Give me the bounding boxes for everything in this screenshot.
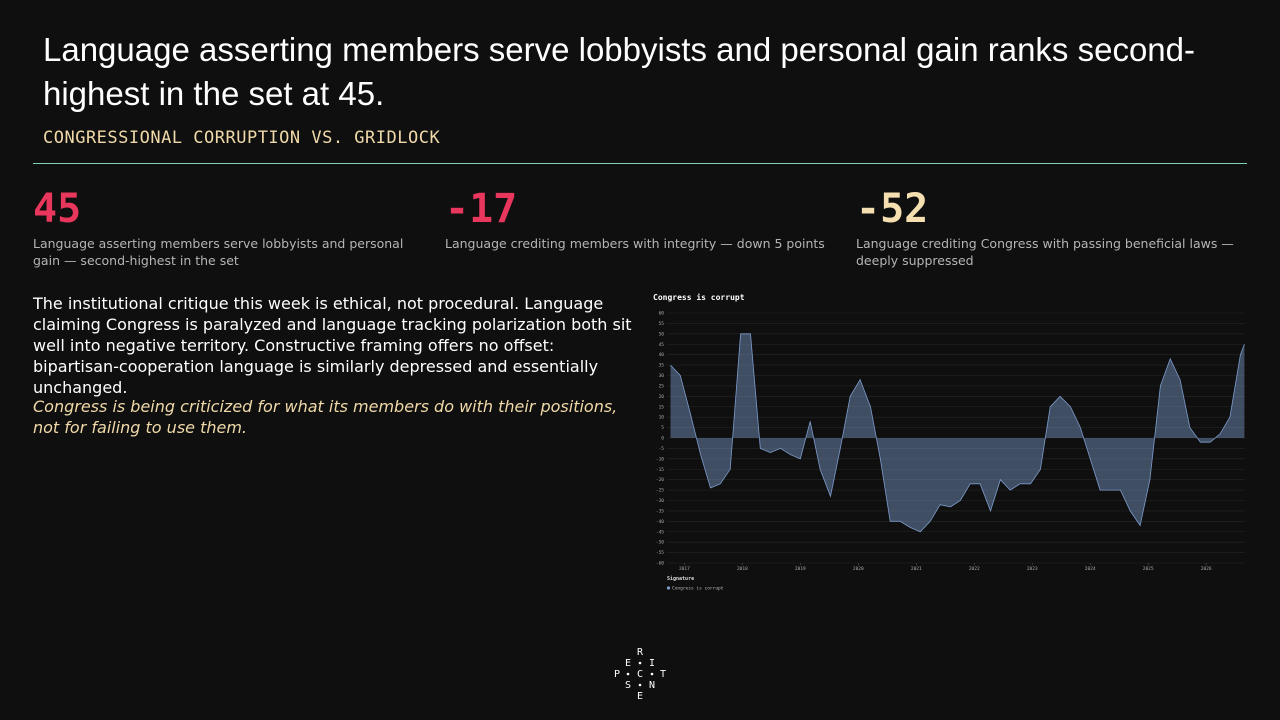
legend-title: Signature — [667, 576, 694, 582]
y-tick-label: 55 — [659, 321, 665, 327]
chart-title: Congress is corrupt — [653, 292, 745, 302]
logo-dots — [626, 661, 654, 687]
stat-value: 45 — [33, 186, 82, 232]
logo-letter: E — [625, 658, 631, 669]
y-tick-label: 5 — [661, 425, 664, 431]
y-tick-label: -50 — [656, 540, 664, 546]
body-text: The institutional critique this week is … — [33, 294, 632, 397]
y-tick-label: 45 — [659, 342, 665, 348]
y-tick-label: 15 — [659, 404, 665, 410]
y-tick-label: 60 — [659, 311, 665, 317]
x-tick-label: 2017 — [679, 566, 690, 572]
y-tick-label: -25 — [656, 488, 664, 494]
x-tick-label: 2024 — [1085, 566, 1096, 572]
legend-swatch — [666, 586, 671, 590]
logo-letter: R — [637, 647, 644, 658]
divider — [33, 163, 1247, 164]
y-tick-label: -15 — [656, 467, 664, 473]
x-tick-label: 2021 — [911, 566, 922, 572]
y-tick-label: 25 — [659, 383, 665, 389]
y-tick-label: 10 — [659, 415, 665, 421]
logo-letter: C — [637, 669, 643, 680]
x-tick-label: 2025 — [1143, 566, 1154, 572]
stat-caption: Language crediting Congress with passing… — [856, 236, 1234, 268]
stat-caption: Language crediting members with integrit… — [445, 236, 825, 251]
legend-label: Congress is corrupt — [672, 586, 724, 592]
x-tick-label: 2022 — [969, 566, 980, 572]
y-tick-label: -5 — [659, 446, 665, 452]
logo-letter: E — [637, 691, 643, 702]
y-tick-label: -20 — [656, 477, 664, 483]
subtitle: CONGRESSIONAL CORRUPTION VS. GRIDLOCK — [43, 128, 441, 148]
y-tick-label: -35 — [656, 508, 664, 514]
y-tick-label: -60 — [656, 561, 664, 567]
y-tick-label: 0 — [661, 436, 664, 442]
x-tick-label: 2018 — [737, 566, 748, 572]
x-tick-label: 2023 — [1027, 566, 1038, 572]
y-tick-label: -40 — [656, 519, 664, 525]
x-tick-label: 2019 — [795, 566, 806, 572]
y-tick-label: -30 — [656, 498, 664, 504]
logo-letter: T — [660, 669, 666, 680]
x-tick-label: 2020 — [853, 566, 864, 572]
y-tick-label: -55 — [656, 550, 664, 556]
y-tick-label: 20 — [659, 394, 665, 400]
quote: Congress is being criticized for what it… — [33, 397, 618, 437]
line — [670, 333, 1245, 533]
y-tick-label: 35 — [659, 363, 665, 369]
x-tick-label: 2026 — [1201, 566, 1212, 572]
y-tick-label: 40 — [659, 352, 665, 358]
logo-letter: S — [625, 680, 631, 691]
logo-letter: N — [649, 680, 655, 691]
stat-value: -17 — [445, 186, 518, 232]
stat-value: -52 — [856, 186, 929, 232]
logo-letter: P — [614, 669, 620, 680]
logo-letter: I — [649, 658, 655, 669]
y-tick-label: 50 — [659, 331, 665, 337]
area — [670, 333, 1245, 532]
title: Language asserting members serve lobbyis… — [43, 31, 1195, 112]
y-tick-label: -10 — [656, 456, 664, 462]
y-tick-label: 30 — [659, 373, 665, 379]
y-tick-label: -45 — [656, 529, 664, 535]
stat-caption: Language asserting members serve lobbyis… — [33, 236, 404, 268]
